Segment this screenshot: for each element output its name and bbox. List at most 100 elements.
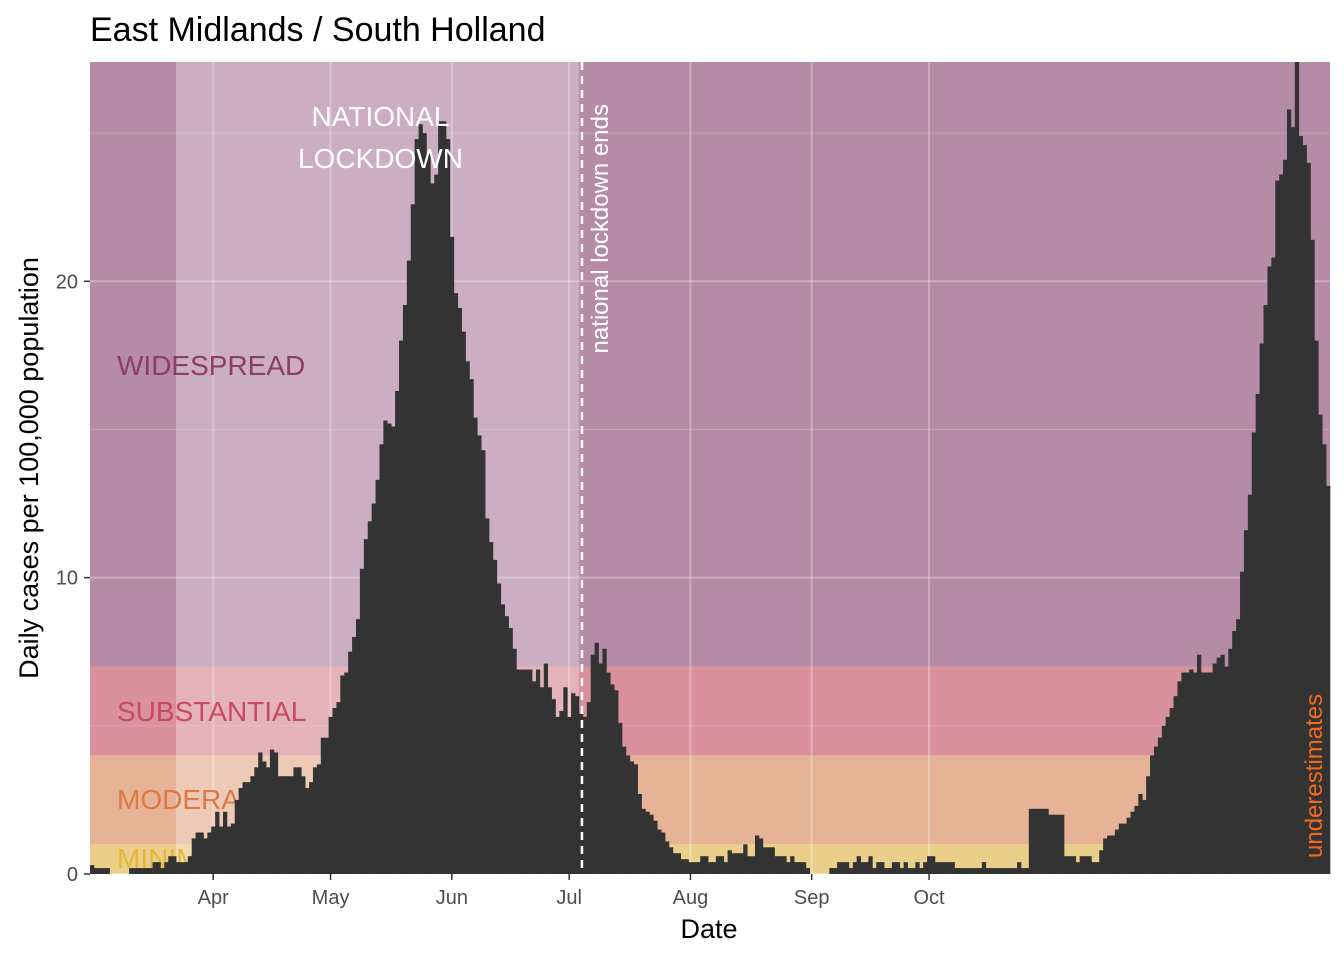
bar [1169, 708, 1174, 874]
lockdown-label-line1: NATIONAL [312, 101, 450, 132]
bar [582, 716, 588, 874]
bar [250, 776, 255, 874]
bar [281, 776, 286, 874]
bar [778, 856, 783, 874]
bar [571, 693, 576, 874]
bar [508, 628, 513, 874]
bar [1138, 793, 1143, 874]
bar [453, 293, 459, 874]
bar [1146, 776, 1151, 874]
bar [555, 716, 560, 874]
bar [1075, 862, 1081, 874]
bar [966, 868, 971, 874]
bar [946, 862, 951, 874]
bar [833, 868, 838, 874]
bar [226, 826, 232, 874]
bar [899, 868, 904, 874]
bar [1052, 814, 1057, 874]
bar [422, 133, 427, 874]
bar [754, 835, 760, 874]
bar [324, 737, 329, 874]
bar [876, 862, 881, 874]
bar [786, 862, 791, 874]
bar [1067, 856, 1073, 874]
bar [868, 856, 873, 874]
bar [1122, 823, 1127, 874]
bar [1322, 444, 1327, 874]
bar [410, 204, 416, 874]
bar [207, 832, 212, 874]
bar [156, 862, 161, 874]
bar [1060, 814, 1065, 874]
bar [676, 853, 682, 874]
bar [469, 379, 474, 874]
bar [1240, 571, 1245, 874]
bar [258, 752, 263, 874]
bar [625, 755, 631, 874]
x-tick-label: Jul [556, 887, 582, 909]
bar [211, 826, 216, 874]
bar [535, 669, 541, 874]
bar [837, 862, 842, 874]
bar [105, 868, 110, 874]
bar [559, 711, 564, 874]
bar [801, 862, 807, 874]
bar [1091, 862, 1096, 874]
bar [391, 426, 396, 874]
bar [1126, 817, 1131, 874]
bar [1326, 485, 1331, 874]
bar [418, 124, 423, 874]
x-tick-label: Sep [794, 887, 830, 909]
bar [520, 669, 525, 874]
bar [594, 642, 599, 874]
bar [1032, 808, 1037, 874]
bar [336, 702, 341, 874]
bar [715, 856, 721, 874]
bar [739, 853, 744, 874]
bar [637, 793, 642, 874]
bar [719, 856, 725, 874]
bar [590, 654, 595, 874]
bar [543, 663, 549, 874]
bar [1279, 174, 1284, 874]
bar [1157, 737, 1163, 874]
x-tick-label: Aug [673, 887, 709, 909]
bar [305, 788, 310, 874]
bar [696, 862, 701, 874]
bar [477, 435, 482, 874]
bar [551, 699, 556, 874]
bar [661, 832, 666, 874]
bar [766, 847, 771, 874]
bar [629, 761, 635, 874]
bar [222, 811, 228, 874]
bar [1236, 619, 1241, 874]
bar [277, 776, 283, 874]
bar [160, 868, 165, 874]
bar [989, 868, 994, 874]
bar [934, 862, 940, 874]
bar [344, 672, 349, 874]
bar [215, 811, 220, 874]
bar [352, 636, 357, 874]
bar [1099, 850, 1104, 874]
bar [567, 716, 572, 874]
bar [1189, 669, 1194, 874]
y-tick-label: 10 [56, 568, 78, 590]
bar [610, 684, 615, 874]
bar [97, 868, 103, 874]
chart-title: East Midlands / South Holland [90, 11, 545, 49]
bar [312, 767, 318, 874]
bar [133, 868, 138, 874]
bar [1001, 868, 1006, 874]
axes: 0 10 20 Apr May Jun Jul Aug Sep Oct [56, 271, 945, 909]
bar [747, 856, 752, 874]
bar [895, 862, 901, 874]
bar [887, 868, 893, 874]
bar [445, 139, 451, 875]
bar [708, 862, 713, 874]
bar [586, 702, 592, 874]
bar [962, 868, 967, 874]
bar [790, 856, 795, 874]
bar [762, 847, 768, 874]
